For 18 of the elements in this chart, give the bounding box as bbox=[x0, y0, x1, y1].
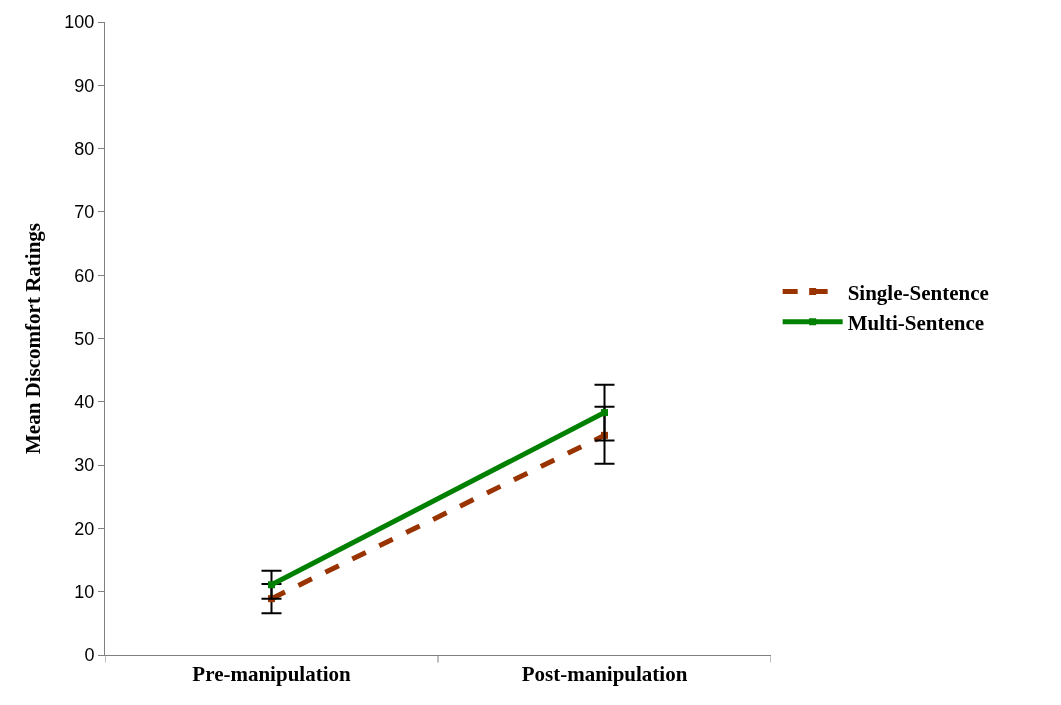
y-tick-label: 0 bbox=[84, 645, 95, 666]
y-tick-label: 50 bbox=[74, 328, 95, 349]
legend-label: Single-Sentence bbox=[847, 280, 989, 305]
x-tick-label: Post-manipulation bbox=[521, 662, 688, 687]
y-tick-label: 20 bbox=[74, 518, 95, 539]
y-tick-label: 10 bbox=[74, 582, 95, 602]
y-tick-label: 40 bbox=[74, 392, 95, 413]
y-tick-label: 100 bbox=[64, 12, 95, 33]
y-tick-label: 30 bbox=[74, 455, 95, 476]
y-tick-label: 70 bbox=[74, 202, 95, 223]
point bbox=[601, 409, 608, 417]
legend-label: Multi-Sentence bbox=[847, 310, 985, 335]
y-axis-title: Mean Discomfort Ratings bbox=[20, 223, 45, 454]
y-tick-label: 90 bbox=[74, 75, 95, 96]
y-tick-label: 80 bbox=[74, 138, 95, 159]
y-tick-label: 60 bbox=[74, 265, 95, 286]
point bbox=[268, 581, 275, 589]
x-tick-label: Pre-manipulation bbox=[192, 662, 351, 687]
